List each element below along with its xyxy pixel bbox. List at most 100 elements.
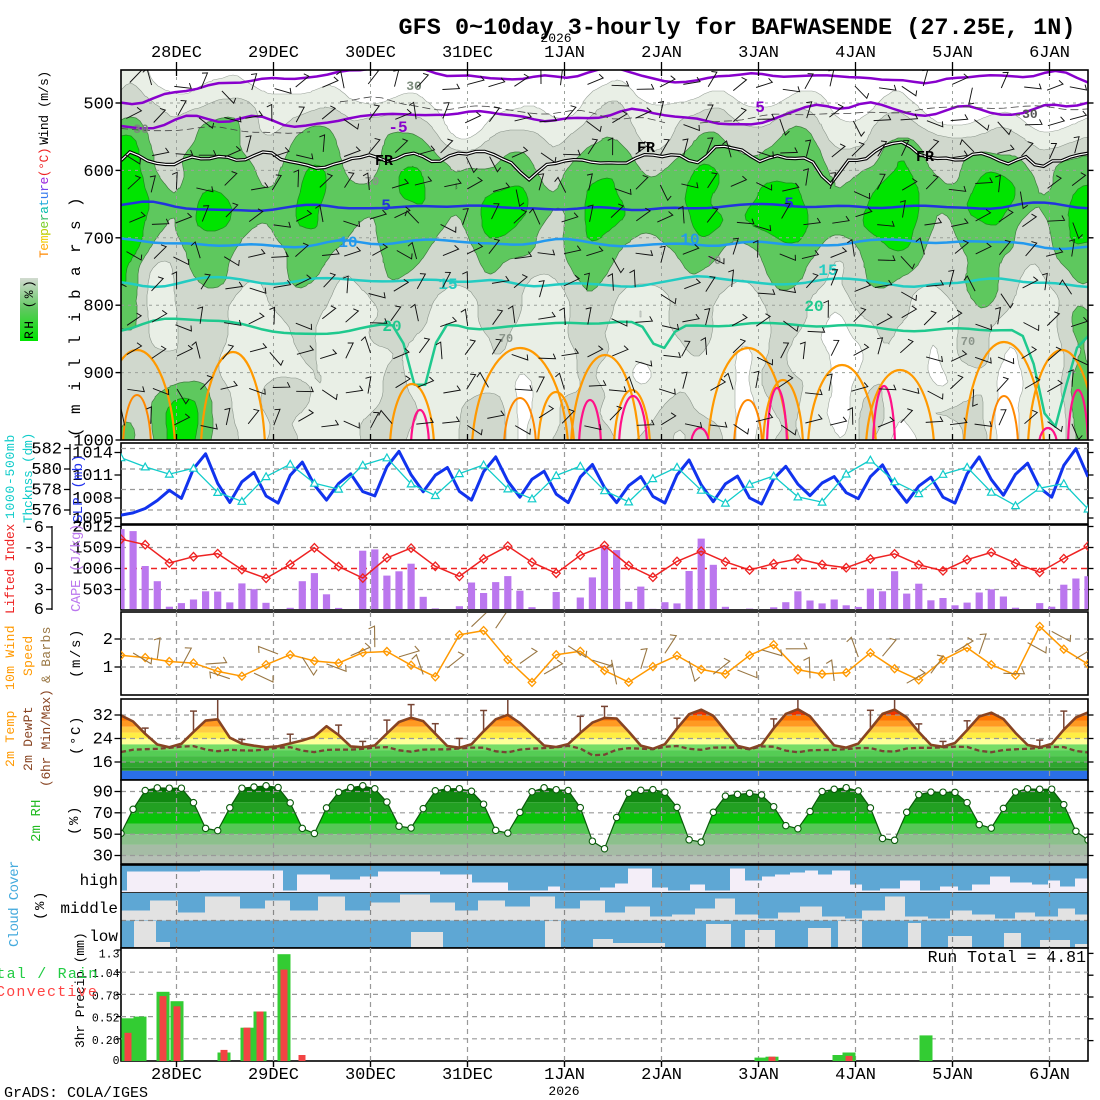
svg-text:3JAN: 3JAN (738, 44, 779, 63)
svg-text:SLP (mb): SLP (mb) (71, 454, 87, 523)
svg-text:600: 600 (83, 163, 114, 182)
svg-text:30: 30 (93, 848, 113, 867)
svg-text:2026: 2026 (540, 31, 571, 46)
svg-text:1000: 1000 (73, 433, 114, 452)
svg-text:low: low (89, 928, 118, 946)
svg-text:2JAN: 2JAN (641, 1066, 682, 1085)
svg-text:800: 800 (83, 298, 114, 317)
svg-text:r: r (37, 184, 52, 192)
svg-text:Wind (m/s): Wind (m/s) (37, 71, 52, 145)
svg-text:30: 30 (133, 122, 149, 137)
svg-text:576: 576 (31, 502, 62, 521)
svg-text:5JAN: 5JAN (932, 1066, 973, 1085)
svg-text:5: 5 (381, 197, 391, 215)
svg-text:10: 10 (338, 234, 357, 252)
svg-text:(°C): (°C) (69, 715, 85, 755)
svg-text:1008: 1008 (72, 490, 113, 509)
svg-text:1509: 1509 (72, 540, 113, 559)
svg-text:FR: FR (375, 153, 393, 170)
svg-text:high: high (80, 872, 118, 890)
svg-text:m: m (37, 235, 52, 243)
svg-text:-5: -5 (388, 119, 407, 137)
svg-text:e: e (37, 177, 52, 185)
svg-text:Speed: Speed (21, 635, 36, 676)
svg-text:1005: 1005 (72, 510, 113, 529)
svg-text:28DEC: 28DEC (151, 44, 202, 63)
svg-text:0: 0 (113, 1055, 120, 1068)
svg-text:70: 70 (93, 805, 113, 824)
svg-text:5JAN: 5JAN (932, 44, 973, 63)
svg-text:a: a (37, 206, 52, 214)
svg-text:2m DewPt: 2m DewPt (21, 706, 36, 771)
svg-text:6: 6 (34, 601, 44, 620)
svg-text:10m Wind: 10m Wind (3, 625, 18, 690)
svg-text:0.78: 0.78 (92, 990, 120, 1003)
svg-text:582: 582 (31, 441, 62, 460)
svg-text:29DEC: 29DEC (248, 1066, 299, 1085)
svg-text:Convective: Convective (0, 984, 98, 1001)
svg-text:3hr Precip (mm): 3hr Precip (mm) (73, 932, 88, 1048)
svg-text:(%): (%) (33, 890, 49, 920)
svg-text:6JAN: 6JAN (1029, 1066, 1070, 1085)
svg-text:30DEC: 30DEC (345, 1066, 396, 1085)
svg-text:2m Temp: 2m Temp (3, 710, 18, 767)
svg-text:(%): (%) (67, 805, 83, 835)
svg-text:0: 0 (34, 561, 44, 580)
svg-text:15: 15 (818, 262, 837, 280)
svg-text:& Barbs: & Barbs (39, 626, 54, 683)
svg-text:30DEC: 30DEC (345, 44, 396, 63)
svg-text:1011: 1011 (72, 467, 113, 486)
svg-text:700: 700 (83, 230, 114, 249)
svg-text:Total / Rain: Total / Rain (0, 966, 98, 983)
svg-text:2: 2 (103, 631, 113, 650)
svg-text:CAPE (J/kg): CAPE (J/kg) (69, 524, 85, 612)
svg-text:Thcknss (dm): Thcknss (dm) (21, 433, 36, 523)
svg-text:2026: 2026 (548, 1084, 579, 1099)
svg-text:24: 24 (93, 731, 113, 750)
svg-text:1000-500mb: 1000-500mb (3, 434, 18, 519)
svg-text:31DEC: 31DEC (442, 1066, 493, 1085)
svg-text:15: 15 (438, 276, 457, 294)
svg-text:1014: 1014 (72, 445, 113, 464)
svg-text:5: 5 (755, 99, 765, 117)
svg-text:578: 578 (31, 482, 62, 501)
svg-text:30: 30 (406, 79, 422, 94)
svg-text:r: r (37, 213, 52, 221)
svg-text:e: e (37, 221, 52, 229)
svg-text:503: 503 (82, 582, 113, 601)
svg-text:3JAN: 3JAN (738, 1066, 779, 1085)
svg-text:(millibars): (millibars) (67, 184, 85, 437)
svg-text:2012: 2012 (72, 519, 113, 538)
svg-text:(m/s): (m/s) (69, 628, 85, 678)
svg-text:FR: FR (916, 149, 934, 166)
svg-text:1JAN: 1JAN (544, 1066, 585, 1085)
svg-text:1: 1 (103, 659, 113, 678)
svg-text:FR: FR (637, 140, 655, 157)
svg-text:GrADS: COLA/IGES: GrADS: COLA/IGES (4, 1085, 148, 1100)
svg-text:1JAN: 1JAN (544, 44, 585, 63)
svg-text:4JAN: 4JAN (835, 1066, 876, 1085)
svg-text:1.04: 1.04 (92, 968, 120, 981)
svg-text:Lifted Index: Lifted Index (3, 523, 18, 614)
svg-text:u: u (37, 191, 52, 199)
svg-text:0.52: 0.52 (92, 1013, 120, 1026)
svg-text:(°C): (°C) (37, 148, 52, 177)
svg-text:p: p (37, 228, 52, 236)
svg-text:-30: -30 (1014, 107, 1038, 122)
svg-text:90: 90 (93, 784, 113, 803)
svg-text:4JAN: 4JAN (835, 44, 876, 63)
svg-text:50: 50 (93, 826, 113, 845)
svg-text:500: 500 (83, 96, 114, 115)
svg-text:-3: -3 (24, 540, 44, 559)
svg-text:e: e (37, 243, 52, 251)
svg-text:1.3: 1.3 (99, 949, 120, 962)
svg-text:16: 16 (93, 754, 113, 773)
svg-text:T: T (37, 250, 52, 258)
svg-text:70: 70 (365, 175, 379, 189)
svg-text:20: 20 (382, 318, 401, 336)
svg-text:middle: middle (60, 900, 118, 918)
svg-text:RH (%): RH (%) (22, 278, 37, 339)
svg-text:1006: 1006 (72, 561, 113, 580)
svg-text:GFS 0~10day 3-hourly for BAFWA: GFS 0~10day 3-hourly for BAFWASENDE (27.… (399, 15, 1076, 42)
svg-text:20: 20 (804, 298, 823, 316)
